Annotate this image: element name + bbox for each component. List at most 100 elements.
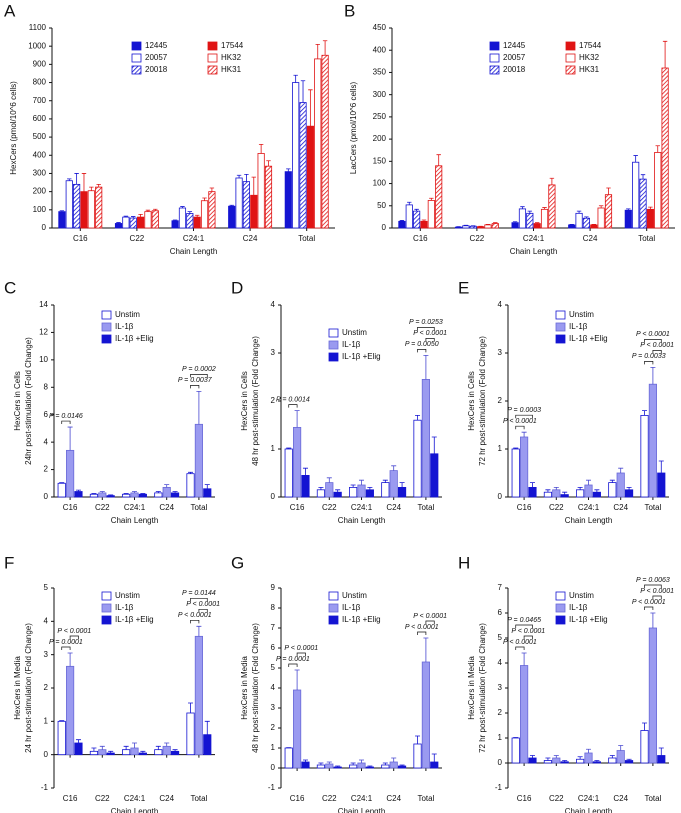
error-bar [399, 482, 405, 488]
significance-bracket [190, 597, 208, 602]
y-tick-label: 0 [271, 763, 276, 772]
error-bar [145, 209, 151, 212]
bar [186, 213, 194, 229]
bar [293, 689, 302, 769]
bar [250, 194, 258, 229]
error-bar [414, 208, 419, 212]
error-bar [202, 197, 207, 201]
bar [648, 627, 657, 764]
bar [430, 453, 439, 498]
y-axis-label: 24hr post-stimulation (Fold Change) [24, 337, 33, 465]
significance-bracket [190, 385, 200, 389]
bar [73, 183, 81, 229]
bar [584, 752, 593, 764]
legend-label: IL-1β +Elig [569, 334, 608, 343]
p-value: P = 0.0063 [636, 577, 670, 584]
bar [57, 720, 66, 756]
error-bar [626, 758, 632, 761]
bar [138, 752, 147, 756]
bar [144, 211, 152, 229]
legend-swatch [207, 53, 218, 63]
bar [284, 171, 292, 229]
bar [616, 472, 625, 498]
bar [476, 226, 485, 229]
y-axis-label: HexCers in Cells [240, 371, 249, 431]
error-bar [429, 197, 434, 201]
y-tick-label: 4 [271, 300, 276, 309]
x-tick-label: Total [644, 503, 661, 512]
x-tick-label: Total [298, 234, 315, 243]
error-bar [367, 765, 373, 767]
bar [597, 207, 605, 229]
bar [365, 766, 374, 769]
p-value: P < 0.0001 [186, 601, 220, 608]
y-tick-label: 2 [271, 396, 276, 405]
legend-label: 17544 [221, 41, 244, 50]
bar [66, 665, 75, 756]
error-bar [655, 145, 660, 153]
x-tick-label: C24:1 [183, 234, 205, 243]
error-bar [308, 89, 313, 127]
bar [405, 204, 413, 229]
bar [568, 224, 576, 229]
bar [526, 212, 534, 229]
bar [584, 484, 593, 498]
y-tick-label: 300 [373, 90, 387, 99]
error-bar [244, 173, 249, 182]
legend-swatch [101, 603, 112, 613]
bar [592, 761, 601, 764]
significance-bracket [515, 646, 525, 650]
bar [194, 423, 203, 498]
error-bar [633, 155, 638, 163]
y-tick-label: 2 [498, 708, 503, 717]
legend-swatch [489, 53, 500, 63]
panel: D 0 1 2 3 4 HexCers in Cells 48 hr post-stimula… [231, 278, 447, 525]
y-tick-label: 0 [44, 492, 49, 501]
legend-label: Unstim [115, 310, 140, 319]
y-tick-label: 200 [373, 134, 387, 143]
panel-letter: A [4, 1, 16, 20]
bar [435, 165, 443, 229]
y-tick-label: 3 [498, 348, 503, 357]
y-tick-label: 2 [498, 396, 503, 405]
p-value: P < 0.0001 [178, 612, 212, 619]
error-bar [131, 216, 136, 218]
error-bar [382, 479, 388, 483]
bar [299, 102, 307, 229]
y-tick-label: -1 [268, 783, 276, 792]
bar [87, 190, 95, 229]
bar [193, 216, 201, 229]
error-bar [204, 720, 210, 735]
bar [608, 482, 617, 498]
error-bar [367, 487, 373, 490]
bar [178, 207, 187, 229]
y-tick-label: 4 [498, 300, 503, 309]
significance-bracket [190, 374, 208, 378]
legend-label: IL-1β [569, 322, 588, 331]
x-tick-label: C16 [73, 234, 88, 243]
bar [228, 205, 236, 229]
bar [130, 747, 139, 756]
error-bar [300, 80, 306, 103]
y-tick-label: 3 [44, 650, 49, 659]
legend-swatch [555, 615, 566, 625]
x-tick-label: C24:1 [578, 503, 600, 512]
error-bar [91, 493, 97, 495]
bar [95, 186, 103, 229]
legend-label: IL-1β [342, 340, 361, 349]
p-value: P < 0.0001 [413, 613, 447, 620]
bar [624, 760, 634, 764]
bar [491, 223, 499, 229]
significance-bracket [425, 338, 435, 342]
error-bar [59, 720, 65, 722]
p-value: P = 0.0033 [632, 353, 666, 360]
error-bar [196, 625, 202, 637]
bar [639, 178, 647, 229]
p-value: P = 0.0037 [178, 377, 213, 384]
x-tick-label: C22 [470, 234, 485, 243]
legend-swatch [555, 334, 566, 344]
error-bar [187, 211, 193, 214]
bar [421, 379, 430, 498]
y-tick-label: 0 [42, 223, 47, 232]
